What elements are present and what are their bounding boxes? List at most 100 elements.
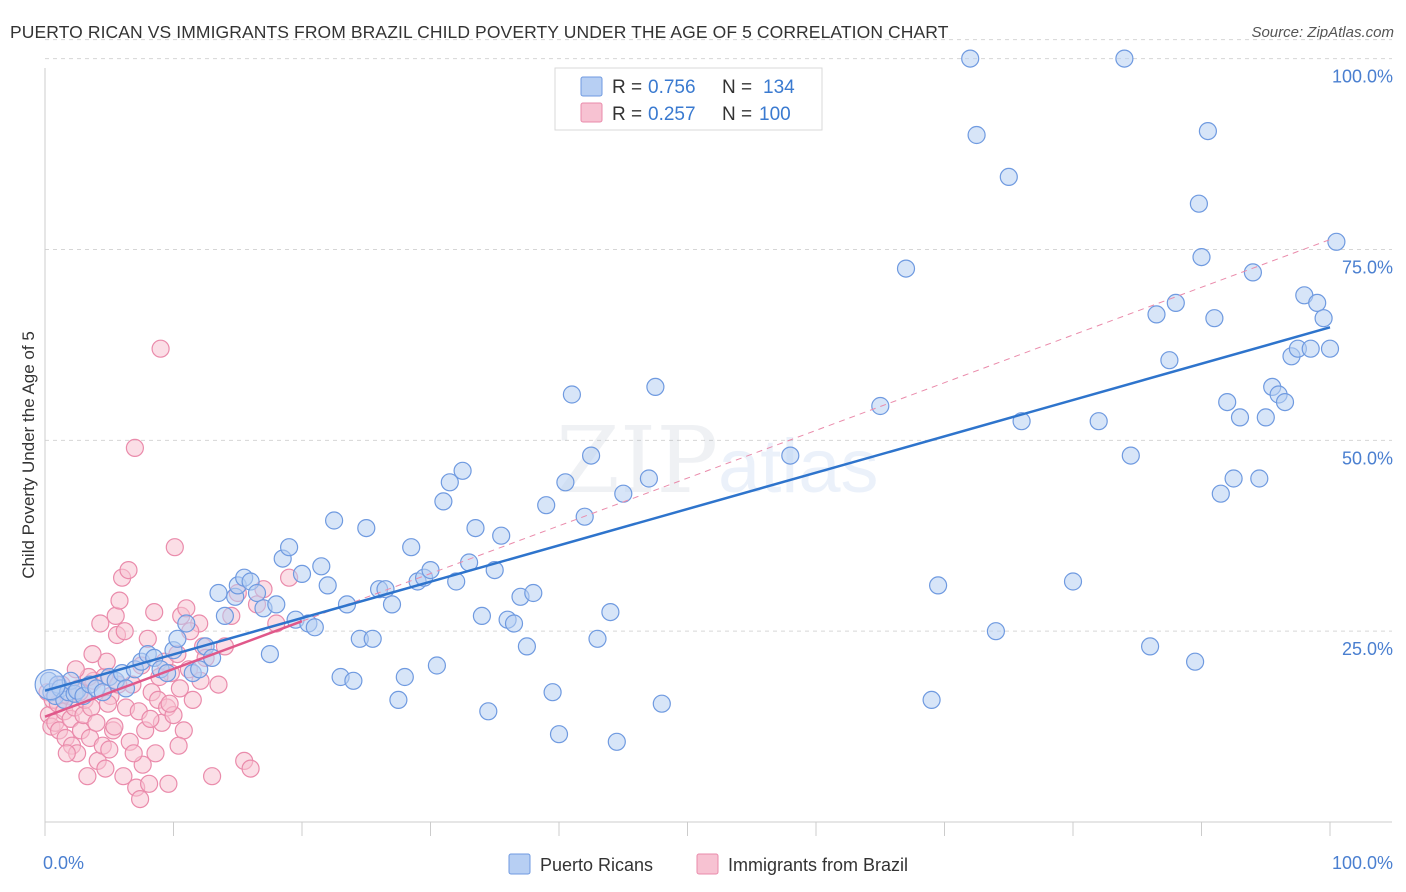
- brazil-point-23: [87, 713, 106, 732]
- puerto-rican-point-66: [434, 492, 453, 511]
- watermark: ZIP atlas: [556, 407, 879, 514]
- puerto-rican-point-124: [1256, 408, 1275, 427]
- brazil-point-91: [160, 694, 179, 713]
- puerto-rican-point-132: [1308, 293, 1327, 312]
- puerto-rican-point-69: [453, 461, 472, 480]
- puerto-rican-point-64: [421, 560, 440, 580]
- puerto-rican-point-133: [1314, 309, 1333, 328]
- legend-r-value-1: 0.756: [648, 77, 696, 98]
- brazil-point-77: [241, 759, 260, 778]
- puerto-rican-point-95: [781, 446, 800, 465]
- trend-lines: [44, 239, 1331, 718]
- puerto-rican-point-89: [601, 602, 620, 622]
- legend-n-value-2: 100: [759, 104, 791, 125]
- puerto-rican-point-113: [1185, 652, 1205, 671]
- puerto-rican-point-48: [318, 576, 337, 595]
- brazil-point-60: [165, 538, 184, 557]
- puerto-rican-point-61: [402, 538, 421, 557]
- brazil-point-71: [203, 767, 222, 786]
- brazil-point-62: [170, 679, 189, 698]
- puerto-rican-point-40: [267, 595, 286, 614]
- puerto-rican-point-26: [177, 614, 196, 633]
- brazil-point-32: [106, 606, 125, 626]
- puerto-rican-point-83: [549, 725, 569, 744]
- puerto-rican-point-42: [280, 538, 299, 557]
- y-tick-label-50: 50.0%: [1342, 448, 1393, 468]
- puerto-rican-point-68: [447, 572, 466, 591]
- brazil-point-29: [100, 740, 119, 759]
- puerto-rican-point-135: [1327, 232, 1346, 251]
- brazil-point-51: [146, 744, 165, 763]
- puerto-rican-point-72: [472, 606, 491, 626]
- brazil-point-87: [124, 744, 143, 763]
- watermark-atlas: atlas: [718, 424, 879, 509]
- puerto-rican-point-92: [639, 469, 659, 488]
- puerto-rican-point-119: [1218, 393, 1237, 412]
- puerto-rican-point-79: [517, 637, 537, 656]
- puerto-rican-point-60: [395, 667, 414, 687]
- brazil-point-92: [169, 736, 188, 755]
- y-tick-labels: 25.0% 50.0% 75.0% 100.0%: [1332, 67, 1393, 660]
- puerto-rican-point-32: [215, 606, 234, 626]
- puerto-rican-point-84: [556, 473, 575, 492]
- puerto-rican-point-91: [614, 484, 633, 503]
- bottom-legend: Puerto Ricans Immigrants from Brazil: [508, 853, 908, 875]
- chart-title: PUERTO RICAN VS IMMIGRANTS FROM BRAZIL C…: [10, 22, 949, 42]
- puerto-rican-point-131: [1301, 339, 1320, 358]
- puerto-rican-point-109: [1140, 637, 1160, 656]
- puerto-rican-point-31: [209, 583, 228, 603]
- puerto-rican-point-110: [1147, 305, 1166, 324]
- puerto-rican-point-116: [1198, 122, 1218, 141]
- puerto-rican-point-122: [1243, 263, 1263, 282]
- puerto-rican-point-120: [1224, 469, 1243, 488]
- puerto-rican-point-25: [168, 629, 187, 648]
- brazil-reference-line: [44, 239, 1331, 718]
- legend-box: R = 0.756 N = 134 R = 0.257 N = 100: [554, 67, 823, 131]
- brazil-point-48: [140, 774, 159, 793]
- puerto-rican-point-117: [1205, 309, 1224, 328]
- brazil-point-19: [78, 767, 97, 786]
- puerto-rican-point-80: [524, 583, 543, 603]
- puerto-rican-point-44: [292, 564, 312, 584]
- puerto-rican-point-111: [1160, 351, 1179, 370]
- brazil-point-64: [174, 721, 193, 740]
- puerto-rican-point-28: [190, 660, 209, 679]
- puerto-rican-point-123: [1250, 469, 1269, 488]
- legend-r-value-2: 0.257: [648, 104, 696, 125]
- puerto-rican-point-75: [492, 526, 511, 545]
- puerto-rican-point-99: [928, 576, 948, 595]
- brazil-point-57: [159, 774, 178, 793]
- bottom-legend-swatch-brazil: [696, 853, 719, 875]
- puerto-rican-point-90: [607, 732, 626, 751]
- series-immigrants-from-brazil: [38, 339, 299, 809]
- brazil-point-85: [105, 717, 124, 736]
- brazil-point-89: [141, 709, 160, 729]
- puerto-rican-point-47: [312, 557, 331, 576]
- brazil-point-25: [91, 614, 110, 633]
- puerto-rican-cluster: [34, 668, 66, 701]
- brazil-point-72: [209, 675, 228, 694]
- brazil-point-84: [96, 759, 115, 778]
- legend-swatch-pink: [580, 102, 603, 123]
- puerto-rican-trend-line: [44, 326, 1331, 692]
- legend-r-label-2: R =: [612, 104, 642, 125]
- puerto-rican-point-82: [543, 683, 562, 702]
- puerto-rican-point-102: [986, 622, 1006, 641]
- puerto-rican-point-105: [1063, 572, 1083, 591]
- y-tick-label-75: 75.0%: [1342, 257, 1393, 277]
- brazil-point-38: [119, 560, 138, 580]
- legend-n-label-1: N =: [722, 77, 752, 98]
- x-tick-label-0: 0.0%: [43, 853, 84, 873]
- puerto-rican-point-81: [537, 496, 556, 515]
- legend-n-value-1: 134: [763, 77, 795, 98]
- puerto-rican-point-77: [504, 614, 524, 633]
- puerto-rican-point-100: [961, 49, 980, 68]
- puerto-rican-point-65: [427, 656, 446, 675]
- puerto-rican-point-59: [389, 690, 408, 710]
- x-axis-ticks: [44, 822, 1331, 836]
- brazil-trend-line: [44, 620, 303, 718]
- puerto-rican-point-108: [1121, 446, 1140, 465]
- puerto-rican-point-121: [1230, 408, 1250, 427]
- puerto-rican-point-134: [1320, 339, 1340, 358]
